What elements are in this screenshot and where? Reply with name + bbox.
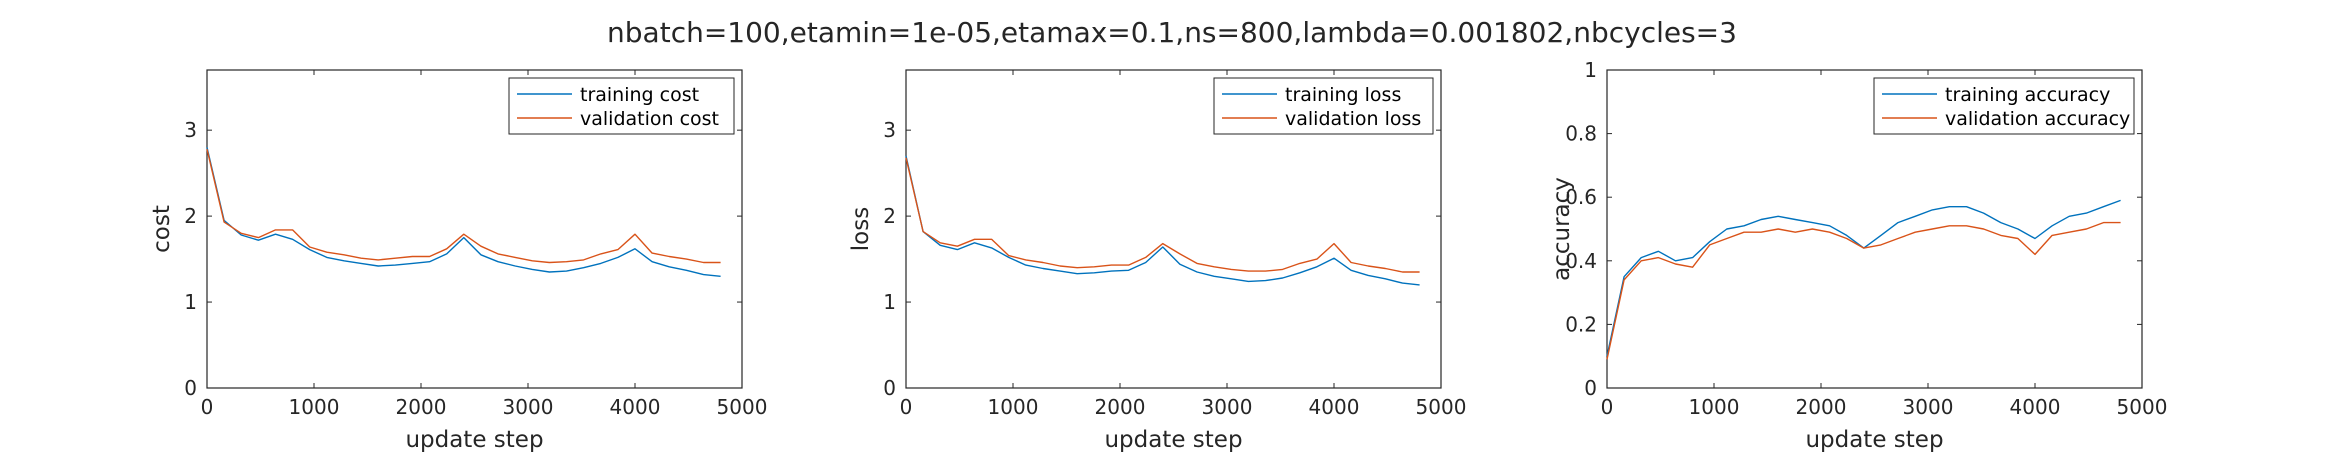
legend-label: training cost xyxy=(580,84,699,106)
x-tick-label: 3000 xyxy=(503,395,554,419)
legend-label: validation accuracy xyxy=(1945,108,2130,130)
legend-box xyxy=(1873,77,2135,135)
y-tick-label: 0 xyxy=(1584,376,1597,400)
x-tick-label: 5000 xyxy=(2117,395,2168,419)
y-tick-label: 0 xyxy=(184,376,197,400)
x-axis-label: update step xyxy=(1805,427,1943,453)
x-tick-label: 1000 xyxy=(289,395,340,419)
legend-label: validation loss xyxy=(1285,108,1421,130)
y-tick-label: 0.2 xyxy=(1565,312,1597,336)
y-tick-label: 2 xyxy=(883,204,896,228)
legend-box xyxy=(1213,77,1434,135)
y-tick-label: 1 xyxy=(184,290,197,314)
x-tick-label: 3000 xyxy=(1903,395,1954,419)
x-tick-label: 3000 xyxy=(1202,395,1253,419)
y-tick-label: 1 xyxy=(883,290,896,314)
figure-title: nbatch=100,etamin=1e-05,etamax=0.1,ns=80… xyxy=(607,16,1737,49)
y-tick-label: 3 xyxy=(184,118,197,142)
x-tick-label: 0 xyxy=(1601,395,1614,419)
axes-box xyxy=(1606,69,2143,389)
x-tick-label: 0 xyxy=(900,395,913,419)
y-axis-label: cost xyxy=(149,205,175,253)
x-tick-label: 4000 xyxy=(1309,395,1360,419)
y-tick-label: 0 xyxy=(883,376,896,400)
x-tick-label: 4000 xyxy=(2010,395,2061,419)
x-tick-label: 0 xyxy=(201,395,214,419)
legend-label: training accuracy xyxy=(1945,84,2110,106)
chart-panel: 0 1000 2000 3000 4000 5000 0 1 2 3 update step cost… xyxy=(149,69,768,453)
x-tick-label: 2000 xyxy=(1095,395,1146,419)
series-line-2 xyxy=(206,148,721,264)
chart-panel: 0 1000 2000 3000 4000 5000 0 1 2 3 update step loss… xyxy=(848,69,1467,453)
series-line-1 xyxy=(905,155,1420,286)
series-line-2 xyxy=(1606,221,2121,360)
x-axis-label: update step xyxy=(1104,427,1242,453)
x-tick-label: 1000 xyxy=(1689,395,1740,419)
y-axis-label: accuracy xyxy=(1549,177,1575,281)
chart-panel: 0 1000 2000 3000 4000 5000 0 0.2 0.4 0.6 0.8 1 updat… xyxy=(1549,58,2167,453)
y-tick-label: 1 xyxy=(1584,58,1597,82)
legend-label: validation cost xyxy=(580,108,719,130)
x-tick-label: 1000 xyxy=(988,395,1039,419)
axes-box xyxy=(206,69,743,389)
legend-box xyxy=(508,77,735,135)
y-tick-label: 3 xyxy=(883,118,896,142)
axes-box xyxy=(905,69,1442,389)
y-axis-label: loss xyxy=(848,207,874,251)
x-tick-label: 2000 xyxy=(1796,395,1847,419)
legend-label: training loss xyxy=(1285,84,1401,106)
y-tick-label: 0.6 xyxy=(1565,185,1597,209)
x-tick-label: 5000 xyxy=(1416,395,1467,419)
series-line-1 xyxy=(1606,199,2121,357)
series-line-2 xyxy=(905,157,1420,273)
y-tick-label: 2 xyxy=(184,204,197,228)
x-tick-label: 2000 xyxy=(396,395,447,419)
x-axis-label: update step xyxy=(405,427,543,453)
y-tick-label: 0.4 xyxy=(1565,249,1597,273)
x-tick-label: 5000 xyxy=(717,395,768,419)
y-tick-label: 0.8 xyxy=(1565,122,1597,146)
x-tick-label: 4000 xyxy=(610,395,661,419)
series-line-1 xyxy=(206,147,721,277)
